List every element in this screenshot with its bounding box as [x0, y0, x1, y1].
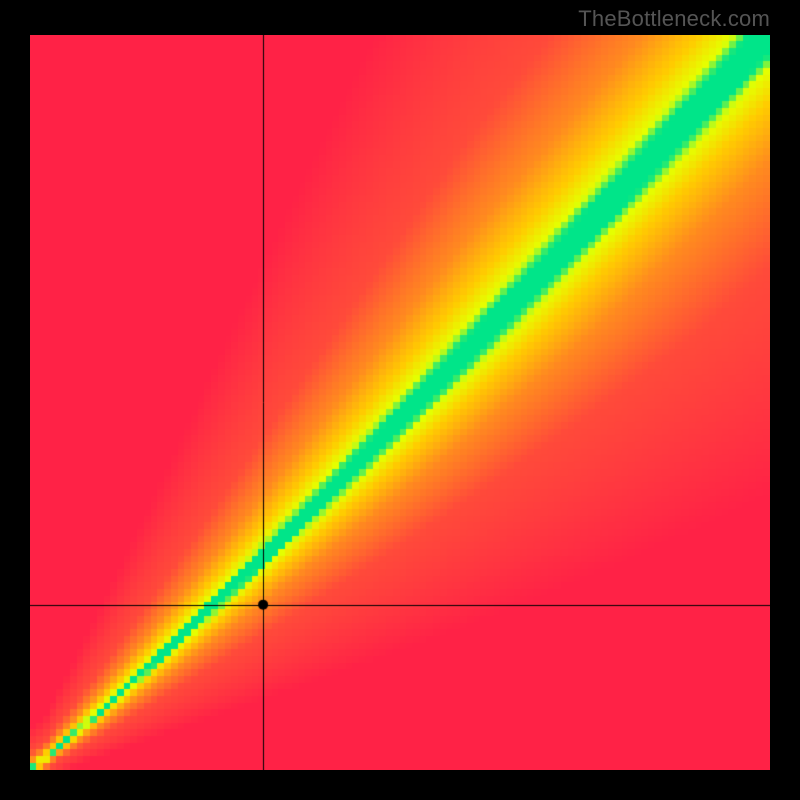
- heatmap-canvas: [30, 35, 770, 770]
- plot-area: [30, 35, 770, 770]
- watermark-text: TheBottleneck.com: [578, 6, 770, 32]
- chart-frame: TheBottleneck.com: [0, 0, 800, 800]
